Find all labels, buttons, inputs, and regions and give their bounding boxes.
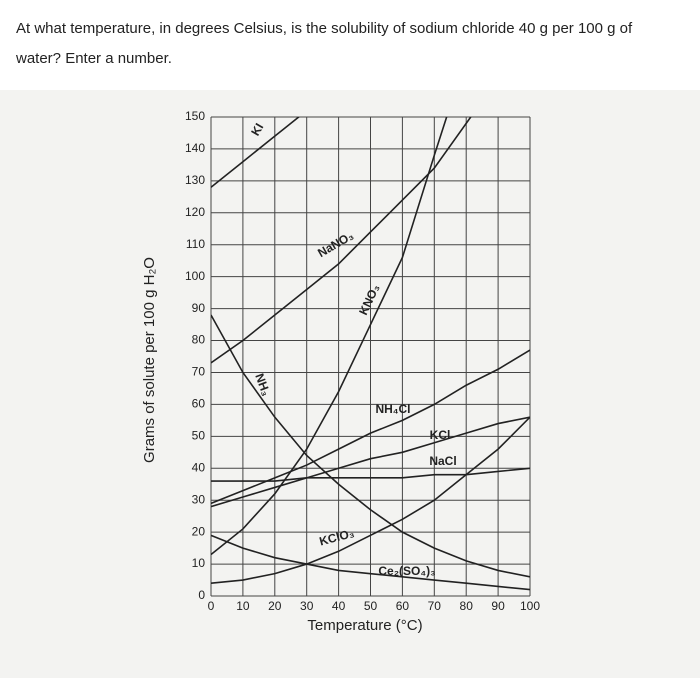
- x-tick-label: 50: [364, 599, 378, 613]
- y-tick-label: 10: [192, 556, 206, 570]
- series-line: [211, 314, 530, 578]
- series-line: [211, 349, 530, 505]
- y-axis-label: Grams of solute per 100 g H₂O: [141, 257, 158, 463]
- y-tick-label: 120: [185, 205, 205, 219]
- series-line: [211, 117, 301, 188]
- series-line: [211, 117, 448, 556]
- x-tick-label: 20: [268, 599, 282, 613]
- series-line: [211, 416, 530, 508]
- y-tick-label: 70: [192, 365, 206, 379]
- series-label: KNO₃: [356, 282, 382, 317]
- y-tick-label: 110: [186, 237, 205, 251]
- y-tick-label: 130: [185, 173, 205, 187]
- y-tick-label: 30: [192, 492, 206, 506]
- x-tick-label: 80: [460, 599, 474, 613]
- x-tick-label: 0: [208, 599, 215, 613]
- x-tick-label: 90: [491, 599, 505, 613]
- y-tick-label: 100: [185, 269, 205, 283]
- series-line: [211, 117, 472, 364]
- y-tick-label: 40: [192, 460, 206, 474]
- series-label: Ce₂(SO₄)₃: [378, 564, 435, 578]
- plot-area: [211, 117, 530, 591]
- series-label: NaCl: [429, 454, 456, 468]
- series-line: [211, 534, 530, 591]
- x-tick-label: 30: [300, 599, 314, 613]
- series-label: NH₃: [252, 372, 273, 398]
- series-line: [211, 416, 530, 585]
- y-tick-label: 20: [192, 524, 206, 538]
- x-tick-label: 40: [332, 599, 346, 613]
- x-tick-label: 10: [236, 599, 250, 613]
- series-label: NH₄Cl: [375, 402, 410, 416]
- y-tick-label: 50: [192, 429, 206, 443]
- y-tick-label: 140: [185, 141, 205, 155]
- y-tick-label: 60: [192, 397, 206, 411]
- chart-photo: [0, 90, 700, 678]
- series-label: KCl: [430, 428, 451, 442]
- y-tick-label: 90: [192, 301, 206, 315]
- x-tick-label: 70: [428, 599, 442, 613]
- y-tick-label: 0: [198, 588, 205, 602]
- x-tick-label: 100: [520, 599, 540, 613]
- y-tick-label: 80: [192, 333, 206, 347]
- x-axis-label: Temperature (°C): [307, 617, 422, 634]
- x-tick-label: 60: [396, 599, 410, 613]
- series-label: KI: [248, 121, 266, 138]
- question: At what temperature, in degrees Celsius,…: [16, 20, 633, 67]
- y-tick-label: 150: [185, 109, 205, 123]
- series-line: [211, 467, 530, 482]
